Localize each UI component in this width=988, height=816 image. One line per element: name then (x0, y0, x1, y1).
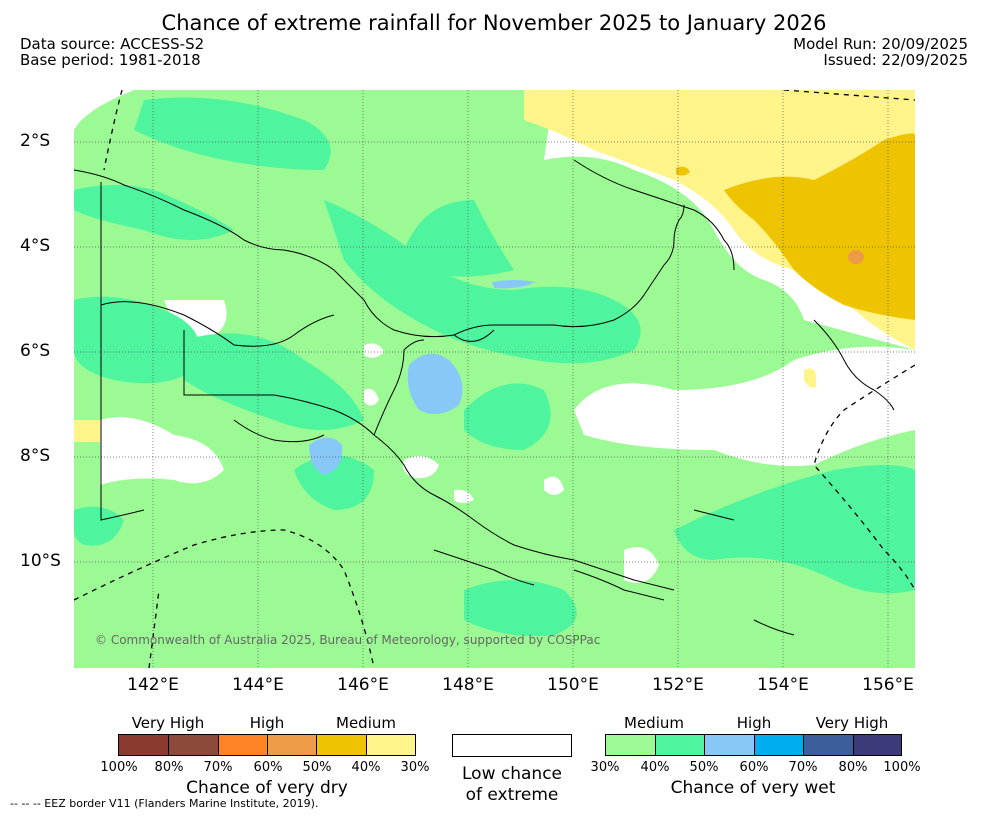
wet-head-high: High (736, 714, 772, 732)
lat-label-8s: 8°S (20, 446, 51, 466)
copyright-note: © Commonwealth of Australia 2025, Bureau… (95, 633, 601, 647)
dry-swatch-3 (218, 734, 269, 756)
dry-tick-80: 80% (154, 760, 184, 775)
lon-label-142e: 142°E (127, 675, 179, 695)
wet-swatch-4 (754, 734, 805, 756)
wet-head-medium: Medium (624, 714, 684, 732)
dry-tick-40: 40% (351, 760, 381, 775)
rainfall-map (74, 90, 915, 668)
base-period-label: Base period: 1981-2018 (20, 51, 201, 69)
lon-label-150e: 150°E (547, 675, 599, 695)
dry-high-region (676, 133, 915, 320)
eez-border-note: -- -- -- EEZ border V11 (Flanders Marine… (10, 797, 319, 810)
wet-tick-30: 30% (590, 760, 620, 775)
wet-legend-title: Chance of very wet (670, 778, 836, 798)
wet-tick-60: 60% (739, 760, 769, 775)
lat-label-4s: 4°S (20, 236, 51, 256)
lon-label-152e: 152°E (652, 675, 704, 695)
lon-label-146e: 146°E (337, 675, 389, 695)
dry-tick-70: 70% (203, 760, 233, 775)
data-source-label: Data source: ACCESS-S2 (20, 35, 205, 53)
dry-tick-60: 60% (253, 760, 283, 775)
lon-label-156e: 156°E (862, 675, 914, 695)
lon-label-154e: 154°E (757, 675, 809, 695)
issued-label: Issued: 22/09/2025 (823, 51, 968, 69)
dry-tick-50: 50% (302, 760, 332, 775)
wet-tick-40: 40% (640, 760, 670, 775)
lon-label-144e: 144°E (232, 675, 284, 695)
wet-tick-100: 100% (883, 760, 921, 775)
wet-swatch-2 (655, 734, 706, 756)
wet-swatch-3 (704, 734, 755, 756)
dry-tick-100: 100% (100, 760, 138, 775)
wet-swatch-6 (853, 734, 902, 756)
dry-patch (848, 250, 864, 264)
coastlines (74, 159, 895, 636)
map-title: Chance of extreme rainfall for November … (161, 11, 827, 35)
dry-head-high: High (249, 714, 285, 732)
low-chance-line1: Low chance (462, 764, 562, 784)
dry-swatch-5 (316, 734, 367, 756)
high-wet-regions (309, 280, 536, 475)
dry-legend-title: Chance of very dry (186, 778, 348, 798)
dry-swatch-6 (366, 734, 416, 756)
dry-swatch-2 (168, 734, 219, 756)
lat-label-10s: 10°S (20, 551, 61, 571)
lat-label-2s: 2°S (20, 131, 51, 151)
eez-borders (74, 90, 915, 668)
lon-label-148e: 148°E (442, 675, 494, 695)
lat-label-6s: 6°S (20, 341, 51, 361)
wet-tick-80: 80% (838, 760, 868, 775)
dry-swatch-1 (118, 734, 169, 756)
graticule (74, 90, 915, 668)
wet-tick-70: 70% (788, 760, 818, 775)
dry-head-medium: Medium (336, 714, 396, 732)
wet-swatch-1 (605, 734, 656, 756)
medium-dry-regions (74, 90, 915, 442)
model-run-label: Model Run: 20/09/2025 (793, 35, 968, 53)
low-chance-line2: of extreme (465, 785, 559, 805)
dry-swatch-4 (267, 734, 318, 756)
dry-tick-30: 30% (400, 760, 430, 775)
wet-tick-50: 50% (689, 760, 719, 775)
dry-head-very-high: Very High (131, 714, 205, 732)
low-chance-swatch (452, 734, 572, 757)
wet-head-very-high: Very High (815, 714, 889, 732)
wet-swatch-5 (803, 734, 854, 756)
